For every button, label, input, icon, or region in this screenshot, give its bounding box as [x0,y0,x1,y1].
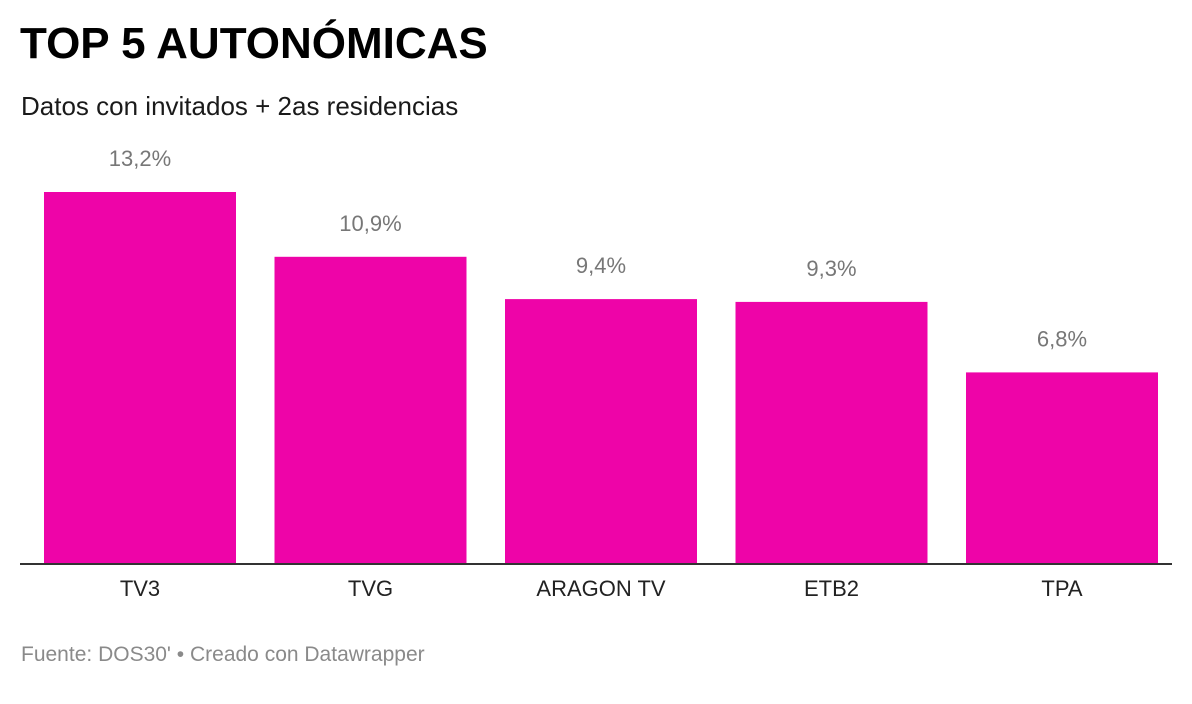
chart-footer: Fuente: DOS30' • Creado con Datawrapper [21,642,425,668]
bar-aragon-tv [505,299,697,564]
bars-group [44,192,1158,564]
bar-tv3 [44,192,236,564]
source-name: DOS30' [98,643,171,666]
source-label: Fuente: [21,643,93,666]
category-label-tv3: TV3 [120,576,160,601]
category-labels-group: TV3 TVG ARAGON TV ETB2 TPA [120,576,1083,601]
category-label-tvg: TVG [348,576,393,601]
value-label-tvg: 10,9% [339,211,401,236]
value-label-tv3: 13,2% [109,146,171,171]
bar-tpa [966,372,1158,564]
chart-subtitle: Datos con invitados + 2as residencias [21,91,459,121]
bar-tvg [274,256,467,564]
bar-etb2 [735,301,928,564]
value-label-tpa: 6,8% [1037,326,1087,351]
category-label-aragon-tv: ARAGON TV [536,576,666,601]
value-labels-group: 13,2% 10,9% 9,4% 9,3% 6,8% [109,146,1087,351]
credit-text: Creado con Datawrapper [189,643,425,666]
category-label-etb2: ETB2 [804,576,859,601]
footer-separator: • [176,643,185,666]
chart-title: TOP 5 AUTONÓMICAS [20,19,488,68]
category-label-tpa: TPA [1041,576,1082,601]
value-label-aragon-tv: 9,4% [576,253,626,278]
value-label-etb2: 9,3% [806,256,856,281]
